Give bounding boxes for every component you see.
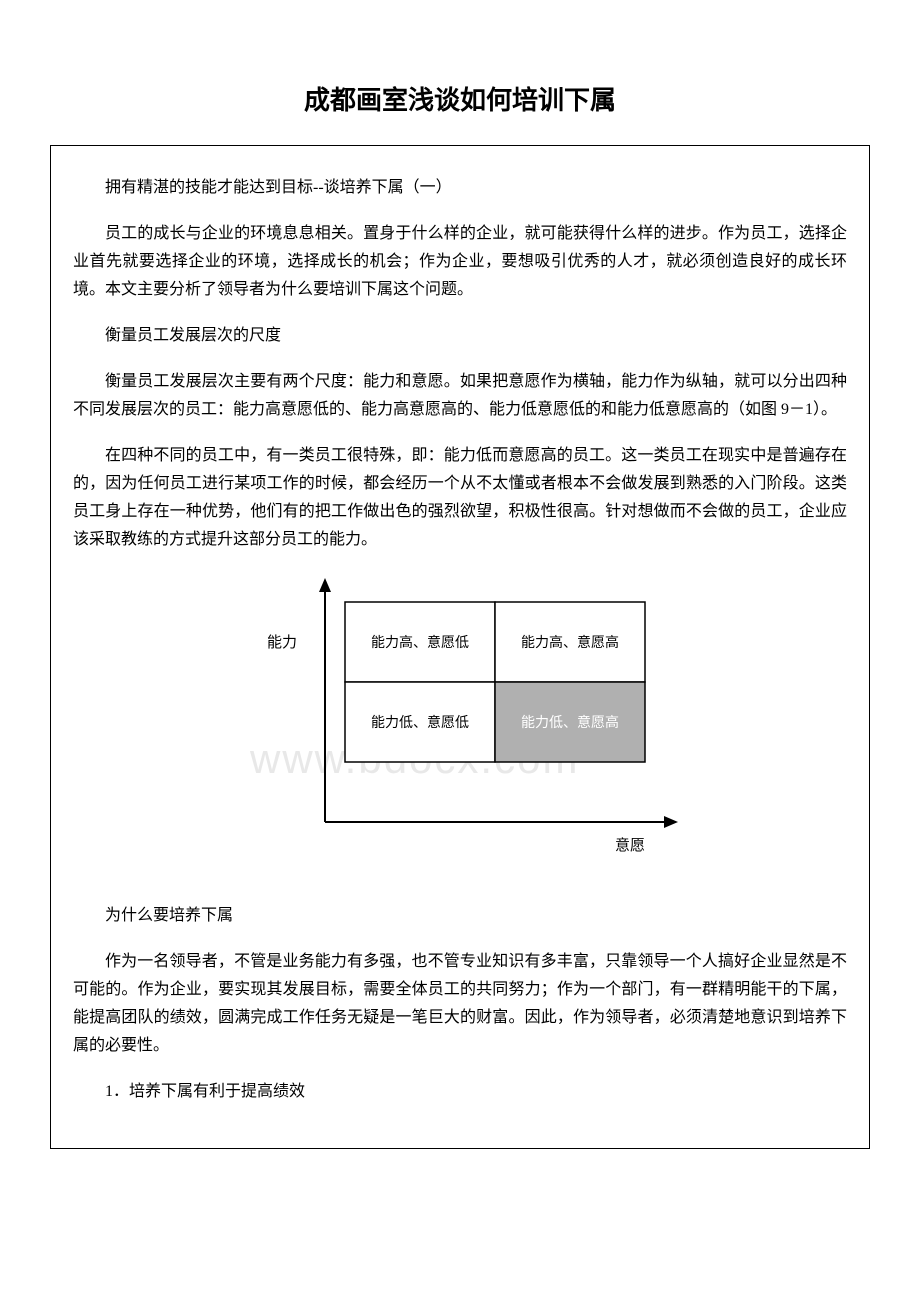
quadrant-chart: 能力高、意愿低 能力高、意愿高 能力低、意愿低 能力低、意愿高 能力 意愿: [230, 572, 690, 872]
section-heading-2: 为什么要培养下属: [73, 902, 847, 930]
x-axis-label: 意愿: [615, 836, 645, 854]
paragraph-1: 员工的成长与企业的环境息息相关。置身于什么样的企业，就可能获得什么样的进步。作为…: [73, 220, 847, 304]
paragraph-4: 作为一名领导者，不管是业务能力有多强，也不管专业知识有多丰富，只靠领导一个人搞好…: [73, 948, 847, 1060]
quadrant-chart-svg: 能力高、意愿低 能力高、意愿高 能力低、意愿低 能力低、意愿高 能力 意愿: [230, 572, 690, 872]
x-axis-arrowhead: [664, 816, 678, 828]
section-heading-3: 1．培养下属有利于提高绩效: [73, 1078, 847, 1106]
quadrant-top-left-label: 能力高、意愿低: [371, 634, 469, 651]
section-heading-1: 衡量员工发展层次的尺度: [73, 322, 847, 350]
y-axis-label: 能力: [267, 634, 297, 651]
paragraph-2: 衡量员工发展层次主要有两个尺度：能力和意愿。如果把意愿作为横轴，能力作为纵轴，就…: [73, 368, 847, 424]
quadrant-top-right-label: 能力高、意愿高: [521, 634, 619, 651]
paragraph-3: 在四种不同的员工中，有一类员工很特殊，即：能力低而意愿高的员工。这一类员工在现实…: [73, 442, 847, 554]
page-title: 成都画室浅谈如何培训下属: [50, 80, 870, 117]
document-body: 成都画室浅谈如何培训下属 拥有精湛的技能才能达到目标--谈培养下属（一） 员工的…: [50, 80, 870, 1149]
subtitle: 拥有精湛的技能才能达到目标--谈培养下属（一）: [73, 174, 847, 202]
content-box: 拥有精湛的技能才能达到目标--谈培养下属（一） 员工的成长与企业的环境息息相关。…: [50, 145, 870, 1149]
quadrant-bottom-left-label: 能力低、意愿低: [371, 714, 469, 731]
y-axis-arrowhead: [319, 578, 331, 592]
quadrant-bottom-right-label: 能力低、意愿高: [521, 714, 619, 731]
